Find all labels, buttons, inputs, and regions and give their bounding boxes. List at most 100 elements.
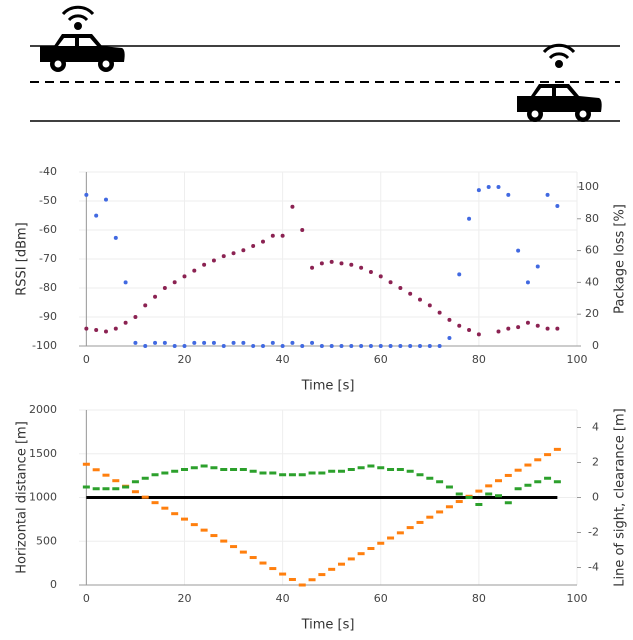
point [280, 233, 285, 238]
point [427, 303, 432, 308]
point [288, 473, 296, 477]
point [437, 344, 442, 348]
y-tick-label: -50 [39, 194, 57, 207]
y-tick-label: -80 [39, 281, 57, 294]
point [535, 323, 540, 328]
point [506, 326, 511, 331]
point [445, 505, 453, 509]
point [308, 471, 316, 475]
point [467, 216, 472, 221]
point [113, 235, 118, 240]
y2-axis-label: Line of sight, clearance [m] [613, 408, 628, 586]
point [447, 317, 452, 322]
point [436, 480, 444, 484]
point [467, 328, 472, 333]
point [210, 534, 218, 538]
point [514, 487, 522, 491]
point [94, 328, 99, 333]
point [475, 489, 483, 493]
point [328, 567, 336, 571]
point [259, 471, 267, 475]
point [290, 204, 295, 209]
point [387, 536, 395, 540]
point [151, 501, 159, 505]
point [180, 517, 188, 521]
point [398, 344, 403, 348]
point [525, 320, 530, 325]
x-tick-label: 40 [276, 592, 290, 605]
point [180, 468, 188, 471]
point [417, 344, 422, 348]
point [172, 344, 177, 348]
point [211, 340, 216, 345]
point [192, 340, 197, 345]
point [171, 469, 179, 473]
point [131, 480, 139, 484]
point [329, 259, 334, 264]
point [398, 286, 403, 290]
point [347, 557, 355, 561]
point [122, 485, 130, 489]
point [82, 462, 90, 466]
y2-tick-label: 0 [592, 339, 599, 352]
y-tick-label: -70 [39, 252, 57, 265]
y2-tick-label: 2 [592, 456, 599, 469]
point [220, 539, 228, 543]
point [84, 326, 89, 331]
point [190, 523, 198, 527]
point [406, 526, 414, 530]
point [496, 184, 501, 189]
x-axis-label: Time [s] [301, 379, 355, 394]
point [534, 480, 542, 484]
point [162, 340, 167, 345]
point [524, 463, 532, 467]
point [535, 264, 540, 269]
y-tick-label: 0 [50, 578, 57, 591]
point [260, 344, 265, 348]
point [288, 577, 296, 581]
point [318, 471, 326, 475]
y2-tick-label: 20 [585, 307, 599, 320]
point [298, 473, 306, 477]
x-tick-label: 20 [177, 592, 191, 605]
point [545, 192, 550, 197]
point [416, 520, 424, 524]
point [241, 340, 246, 345]
point [200, 528, 208, 532]
point [367, 464, 375, 468]
point [359, 265, 364, 270]
point [524, 483, 532, 487]
y-tick-label: 2000 [29, 403, 57, 416]
point [553, 447, 561, 451]
point [279, 473, 287, 477]
point [396, 531, 404, 535]
point [408, 291, 413, 296]
point [426, 515, 434, 519]
point [210, 466, 218, 470]
point [349, 344, 354, 348]
point [486, 184, 491, 189]
point [143, 303, 148, 308]
point [359, 344, 364, 348]
point [141, 495, 149, 499]
point [544, 453, 552, 457]
point [92, 487, 100, 491]
point [485, 484, 493, 488]
point [269, 567, 277, 571]
point [112, 487, 120, 491]
point [298, 583, 306, 587]
point [514, 468, 522, 472]
y2-tick-label: -4 [588, 561, 599, 574]
y-tick-label: -60 [39, 223, 57, 236]
point [231, 251, 236, 256]
point [310, 340, 315, 345]
point [494, 494, 502, 498]
y-tick-label: 1000 [29, 491, 57, 504]
point [455, 492, 463, 496]
y2-tick-label: -2 [588, 526, 599, 539]
y2-tick-label: 0 [592, 491, 599, 504]
point [347, 468, 355, 471]
point [102, 473, 110, 477]
point [465, 496, 473, 499]
y2-tick-label: 40 [585, 275, 599, 288]
